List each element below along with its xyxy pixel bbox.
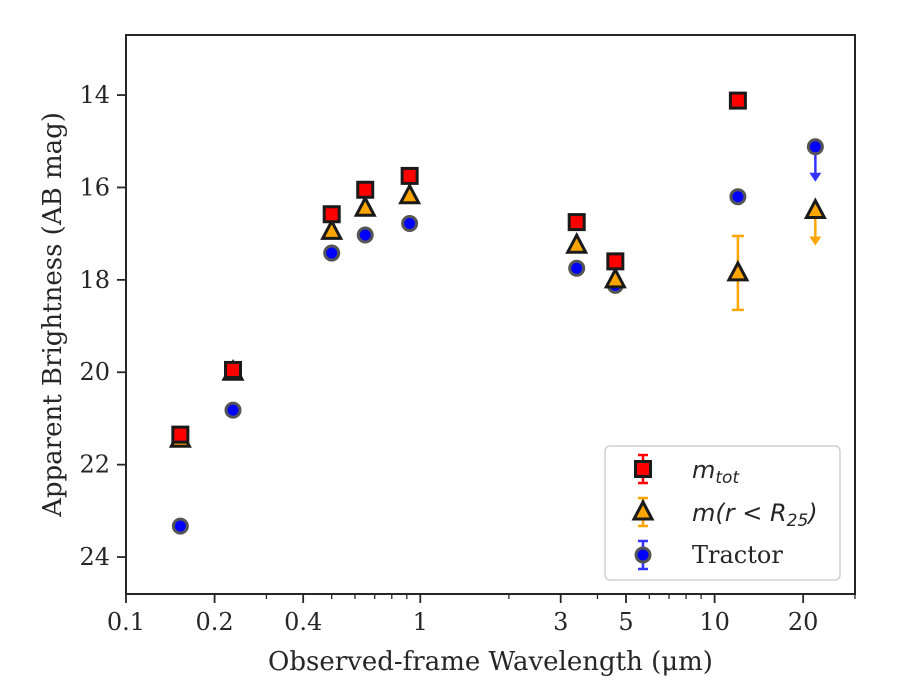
x-tick-label: 20: [788, 608, 819, 636]
point-tractor: [401, 214, 419, 232]
point-tractor: [323, 244, 341, 262]
point-tractor: [356, 226, 374, 244]
point-m-r-r25: [603, 266, 627, 289]
point-m-r-r25: [320, 218, 344, 240]
legend-marker-m-tot: [634, 460, 652, 478]
legend-entry-m-tot-sub: tot: [715, 468, 740, 488]
point-m-r-r25: [726, 259, 750, 282]
legend-entry-m-r25-sub: 25: [787, 511, 809, 531]
legend-entry-m-r25-tail: ): [806, 499, 817, 527]
x-tick-label: 0.1: [107, 608, 145, 636]
x-tick-label: 3: [553, 608, 568, 636]
point-m-tot: [400, 166, 419, 185]
point-m-tot: [322, 205, 341, 224]
legend-entry-tractor: Tractor: [692, 541, 783, 569]
plot-frame: [125, 34, 856, 595]
point-m-tot: [224, 360, 243, 379]
legend-entry-m-tot: mtot: [692, 456, 740, 488]
legend-entry-m-r25-main: m(r < R: [692, 499, 787, 527]
legend-marker-tractor: [634, 546, 652, 564]
y-tick-label: 24: [79, 543, 110, 571]
point-m-tot: [606, 252, 625, 271]
point-m-tot: [728, 91, 747, 110]
x-tick-label: 0.2: [196, 608, 234, 636]
y-axis-label: Apparent Brightness (AB mag): [38, 112, 68, 518]
y-tick-label: 20: [79, 358, 110, 386]
y-tick-label: 22: [79, 451, 110, 479]
y-tick-label: 18: [79, 266, 110, 294]
point-tractor: [568, 259, 586, 277]
point-tractor: [806, 138, 824, 156]
legend-box: [604, 445, 841, 581]
point-m-r-r25: [565, 231, 589, 254]
upper-limit-m-r-r25-arrowhead: [809, 236, 822, 246]
legend: mtot m(r < R25) Tractor: [604, 445, 841, 581]
point-tractor: [171, 517, 189, 535]
point-tractor: [729, 188, 747, 206]
point-m-r-r25: [353, 195, 377, 217]
upper-limit-tractor-arrowhead: [809, 172, 822, 182]
y-tick-label: 14: [79, 81, 110, 109]
ticks-layer: 0.1 0.2 0.4 1 3 5 10 20 14 16 18 20 22 24: [79, 81, 856, 636]
point-m-tot: [567, 213, 586, 232]
legend-entry-m-r25: m(r < R25): [692, 499, 818, 531]
point-m-r-r25: [398, 182, 422, 205]
legend-marker-m-r-r25: [631, 498, 655, 521]
x-tick-label: 0.4: [284, 608, 322, 636]
point-m-tot: [171, 425, 190, 444]
points-layer: [168, 91, 827, 535]
x-tick-label: 1: [413, 608, 428, 636]
point-m-r-r25: [803, 197, 827, 220]
y-tick-label: 16: [79, 173, 110, 201]
x-tick-label: 5: [618, 608, 633, 636]
x-axis-label: Observed-frame Wavelength (μm): [268, 647, 713, 677]
point-m-tot: [356, 180, 375, 199]
error-bars-layer: [731, 146, 822, 312]
x-tick-label: 10: [699, 608, 730, 636]
legend-entry-m-tot-main: m: [692, 456, 715, 484]
legend-markers: [631, 453, 655, 571]
point-tractor: [224, 401, 242, 419]
